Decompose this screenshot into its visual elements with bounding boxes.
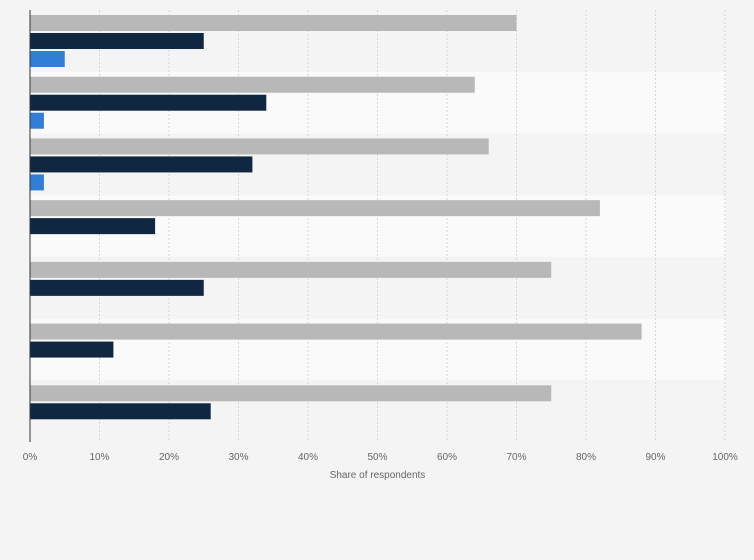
bar — [30, 200, 600, 217]
bar — [30, 174, 44, 191]
x-axis-ticks: 0% 10% 20% 30% 40% 50% 60% 70% 80% 90% 100% — [23, 452, 738, 463]
x-tick-label: 30% — [228, 452, 248, 463]
x-tick-label: 100% — [712, 452, 738, 463]
x-tick-label: 10% — [89, 452, 109, 463]
x-tick-label: 20% — [159, 452, 179, 463]
bar — [30, 138, 489, 155]
x-tick-label: 40% — [298, 452, 318, 463]
x-tick-label: 60% — [437, 452, 457, 463]
x-tick-label: 90% — [645, 452, 665, 463]
bar — [30, 94, 267, 111]
bar — [30, 341, 114, 358]
x-tick-label: 50% — [367, 452, 387, 463]
bar — [30, 279, 204, 296]
bar — [30, 403, 211, 420]
bar — [30, 112, 44, 129]
bar — [30, 385, 552, 402]
x-tick-label: 0% — [23, 452, 38, 463]
bar — [30, 33, 204, 49]
bar — [30, 15, 517, 31]
bar — [30, 218, 156, 235]
x-tick-label: 70% — [506, 452, 526, 463]
bar — [30, 76, 475, 93]
x-tick-label: 80% — [576, 452, 596, 463]
bar — [30, 323, 642, 340]
bar — [30, 156, 253, 173]
bars — [30, 15, 642, 420]
x-axis-title: Share of respondents — [330, 470, 426, 481]
bar — [30, 261, 552, 278]
bar — [30, 51, 65, 67]
